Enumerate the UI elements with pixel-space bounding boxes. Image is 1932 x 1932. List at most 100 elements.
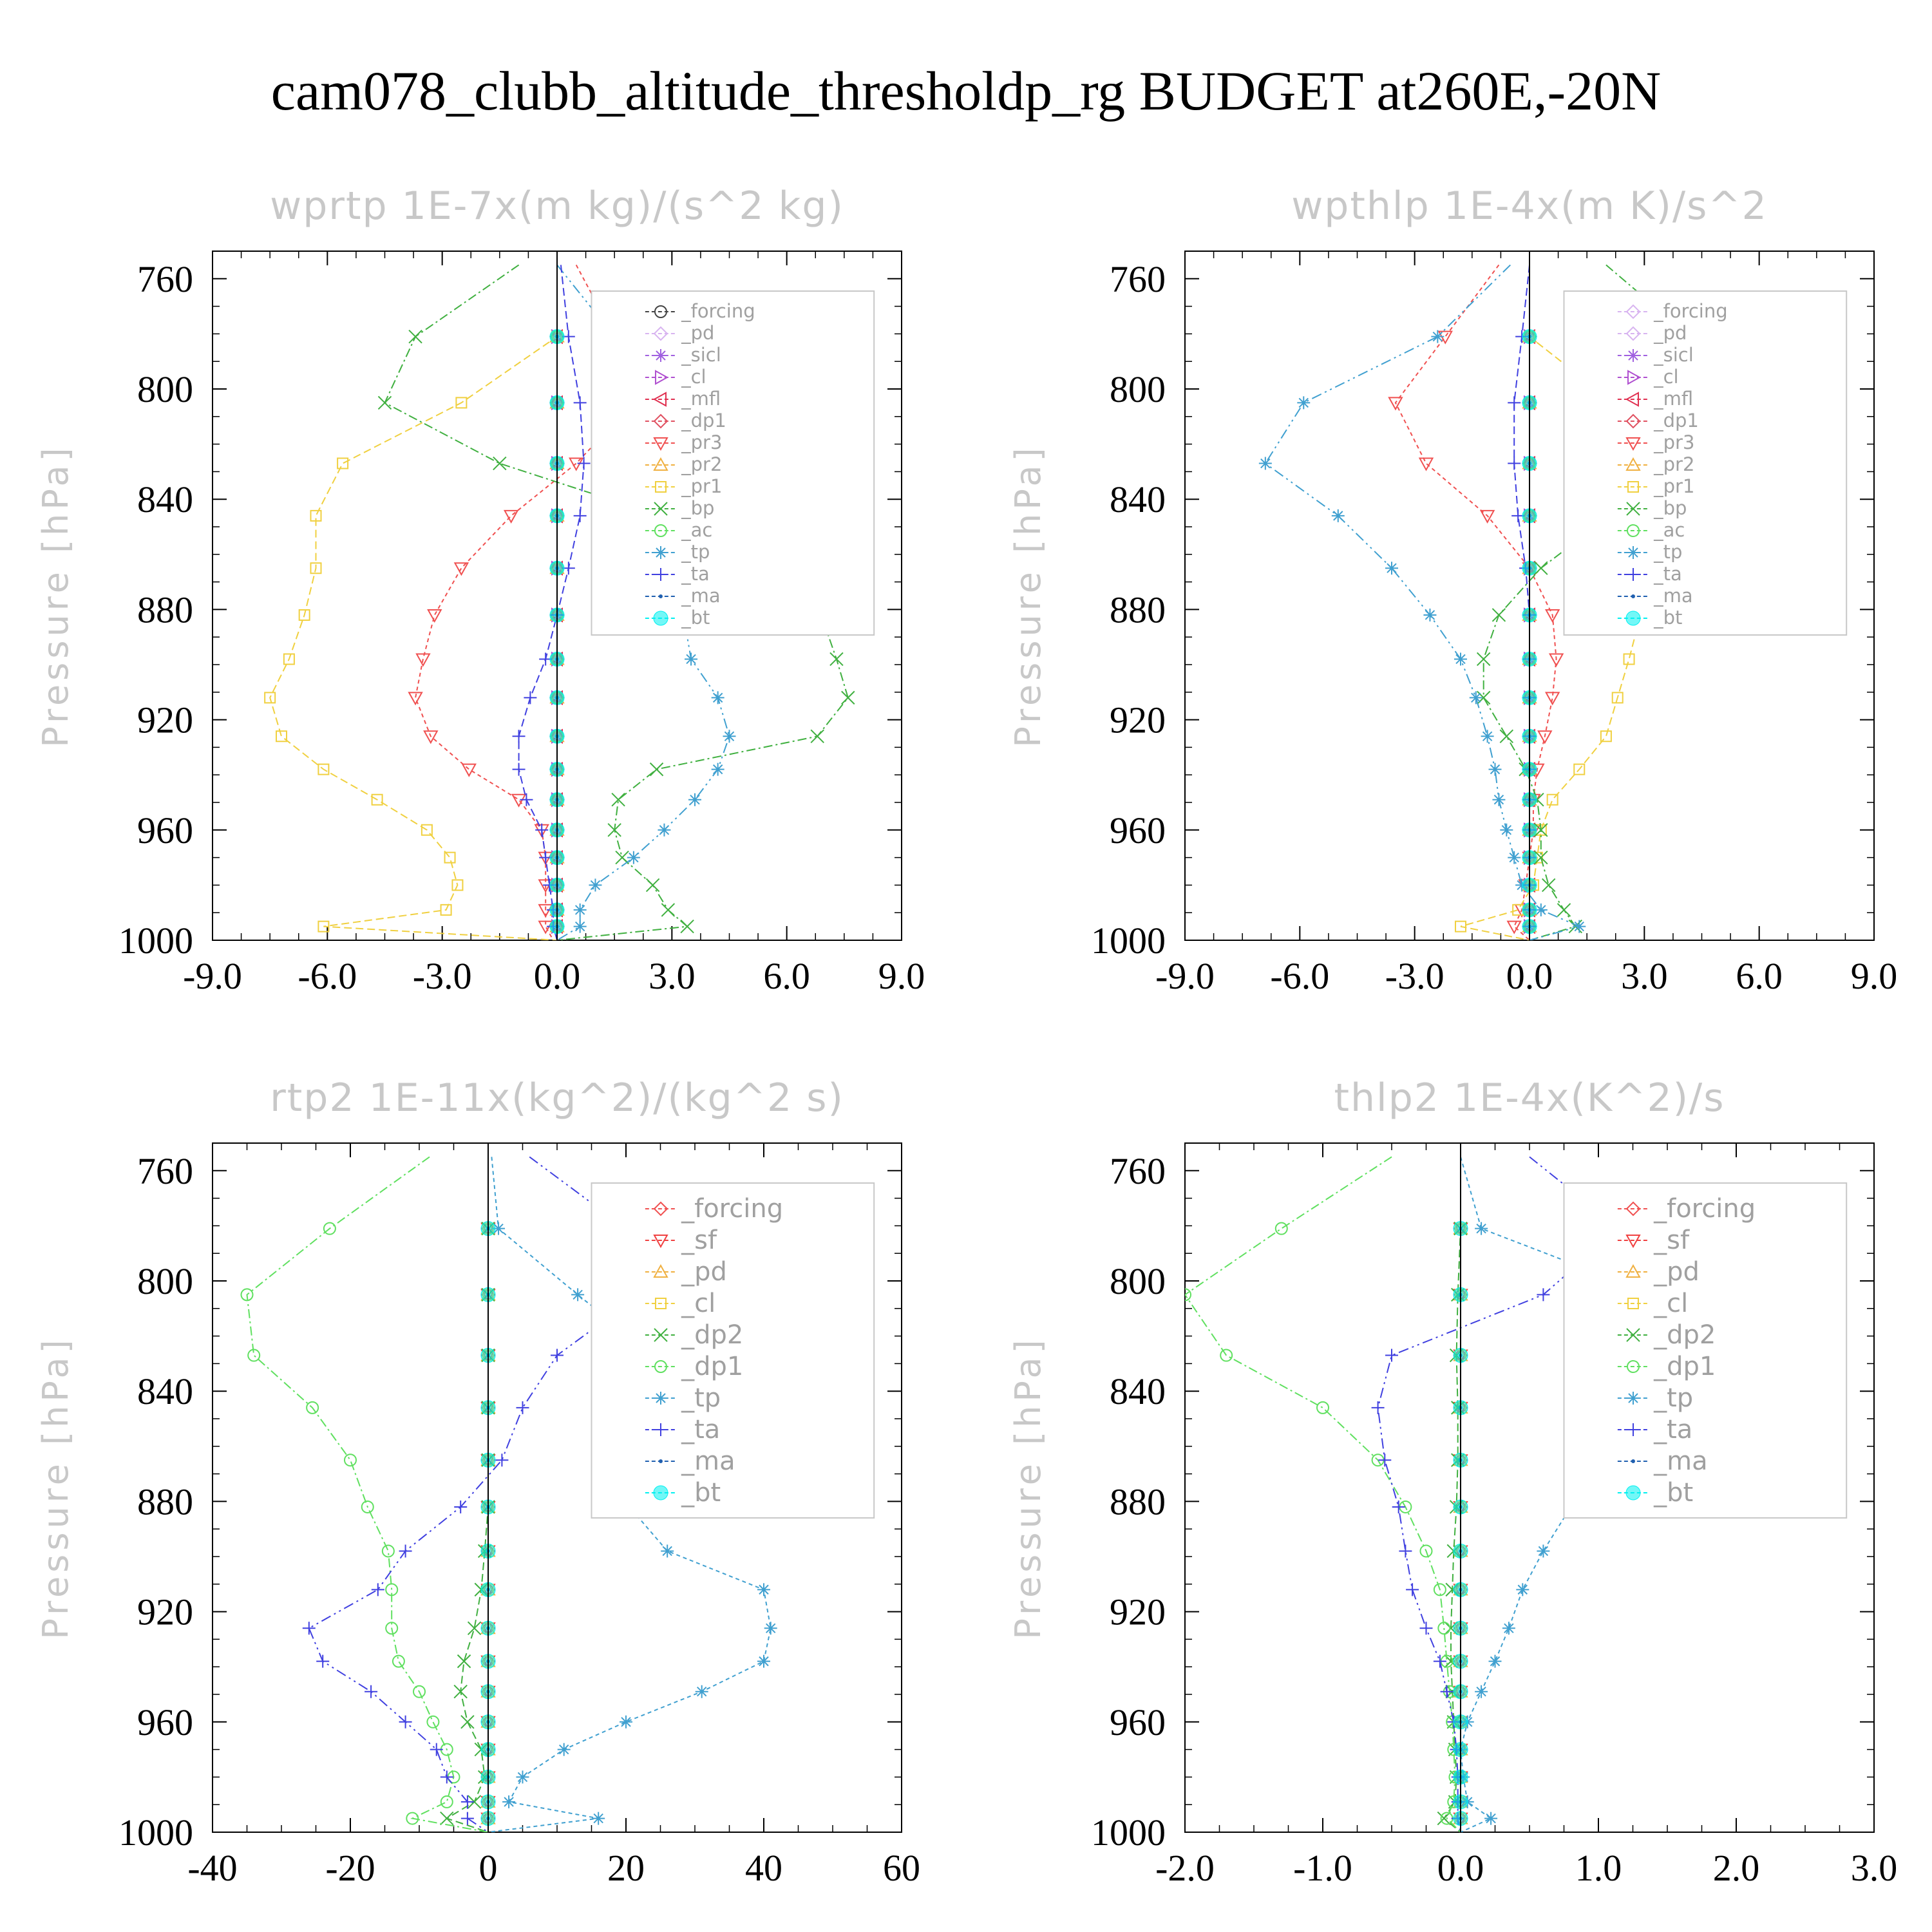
data-point-tp	[688, 793, 701, 806]
legend-label: _dp1	[1653, 410, 1699, 431]
data-point-dp1	[306, 1401, 319, 1414]
legend-box	[1563, 290, 1848, 636]
y-tick-label: 840	[1110, 478, 1166, 520]
legend-label: _cl	[681, 366, 706, 388]
data-point-ta	[573, 509, 587, 522]
legend-label: _pr1	[681, 475, 722, 497]
y-tick-label: 960	[137, 810, 193, 851]
legend-label: _ac	[1653, 519, 1685, 541]
panel-2: wpthlp 1E-4x(m K)/s^2 Pressure [hPa] -9.0 -…	[1008, 184, 1897, 997]
data-point-tp	[1488, 762, 1502, 776]
x-tick-label: -3.0	[1385, 955, 1444, 997]
legend-label: _ta	[1653, 563, 1682, 585]
data-point-pr1	[1600, 730, 1612, 743]
data-point-tp	[1573, 920, 1586, 933]
data-point-tp	[1500, 823, 1513, 837]
legend-marker	[654, 546, 667, 559]
data-point-dp1	[440, 1795, 453, 1808]
data-point-ta	[520, 793, 533, 806]
data-point-tp	[1492, 793, 1506, 806]
data-point-dp1	[381, 1544, 395, 1558]
data-point-bp	[1534, 823, 1548, 837]
data-point-dp1	[1316, 1401, 1329, 1414]
panel-title: rtp2 1E-11x(kg^2)/(kg^2 s)	[270, 1075, 844, 1121]
legend-marker	[654, 1298, 667, 1309]
legend-label: _tp	[1653, 541, 1682, 563]
legend-marker	[1625, 611, 1641, 626]
panel-title: wprtp 1E-7x(m kg)/(s^2 kg)	[270, 184, 844, 229]
legend-label: _bp	[1653, 497, 1687, 519]
panel-1: wprtp 1E-7x(m kg)/(s^2 kg) Pressure [hPa]…	[35, 184, 925, 997]
legend-marker	[653, 1201, 668, 1217]
data-point-bp	[493, 456, 507, 471]
legend-label: _dp2	[681, 1320, 743, 1350]
legend: _forcing_pd_sicl_cl_mfl_dp1_pr3_pr2_pr1_…	[591, 290, 875, 636]
data-point-dp2	[457, 1654, 471, 1669]
data-point-tp	[1537, 1544, 1550, 1558]
data-point-pr1	[276, 730, 287, 743]
x-tick-label: 60	[883, 1847, 920, 1889]
legend-label: _pr3	[681, 431, 722, 453]
data-point-pr3	[461, 763, 477, 777]
data-point-tp	[757, 1654, 770, 1668]
legend-label: _sicl	[1653, 344, 1694, 366]
data-point-pr1	[455, 397, 468, 409]
data-point-bp	[1476, 652, 1491, 667]
x-tick-label: 1.0	[1575, 1847, 1622, 1889]
legend-label: _pd	[1653, 1257, 1700, 1287]
y-tick-label: 760	[1110, 258, 1166, 300]
data-point-tp	[1423, 608, 1437, 621]
data-point-tp	[1515, 878, 1529, 892]
data-point-tp	[661, 1544, 674, 1558]
data-point-ta	[1406, 1583, 1419, 1596]
data-point-bp	[649, 762, 664, 777]
y-tick-label: 960	[1110, 810, 1166, 851]
data-point-pr1	[444, 851, 456, 864]
data-point-dp1	[385, 1622, 399, 1635]
y-tick-label: 1000	[1091, 920, 1166, 961]
legend-marker	[653, 413, 668, 429]
data-point-tp	[592, 1812, 605, 1825]
series-line-dp2	[1443, 1157, 1461, 1832]
legend-label: _tp	[1653, 1383, 1693, 1413]
legend-marker	[653, 457, 668, 471]
data-point-tp	[573, 920, 587, 933]
y-tick-label: 920	[137, 699, 193, 741]
legend-label: _ta	[681, 1415, 720, 1444]
data-point-bp	[377, 395, 392, 410]
data-point-ta	[512, 762, 526, 776]
series-line-pr3	[1394, 264, 1557, 940]
legend-label: _sf	[681, 1226, 717, 1255]
data-point-tp	[1385, 562, 1398, 575]
data-point-tp	[589, 878, 602, 892]
legend-marker	[654, 349, 667, 362]
data-point-bp	[615, 850, 629, 865]
data-point-dp1	[406, 1812, 419, 1825]
data-point-bp	[829, 652, 844, 667]
legend-label: _bt	[681, 1478, 721, 1508]
legend-label: _pr1	[1653, 475, 1694, 497]
data-point-tp	[757, 1583, 770, 1596]
data-point-ta	[577, 457, 591, 470]
legend-label: _cl	[1653, 366, 1679, 388]
data-point-dp2	[467, 1795, 482, 1809]
data-point-dp1	[1419, 1544, 1433, 1558]
legend-label: _tp	[681, 1383, 721, 1413]
y-axis-label: Pressure [hPa]	[35, 1336, 76, 1639]
y-tick-label: 760	[137, 258, 193, 300]
y-tick-label: 800	[137, 1260, 193, 1302]
legend-label: _mfl	[1653, 388, 1693, 410]
data-point-bp	[810, 729, 824, 743]
data-point-tp	[1534, 903, 1548, 916]
legend-marker	[1625, 413, 1641, 429]
x-tick-label: 0.0	[1506, 955, 1553, 997]
legend-marker	[1625, 437, 1641, 451]
x-tick-label: -2.0	[1155, 1847, 1215, 1889]
data-point-tp	[1484, 1812, 1498, 1825]
legend-marker	[653, 611, 668, 626]
data-point-ta	[1419, 1622, 1433, 1635]
y-tick-label: 840	[137, 1370, 193, 1412]
data-point-pr3	[427, 609, 442, 623]
data-point-tp	[1431, 330, 1444, 343]
series-line-pr1	[269, 265, 558, 940]
